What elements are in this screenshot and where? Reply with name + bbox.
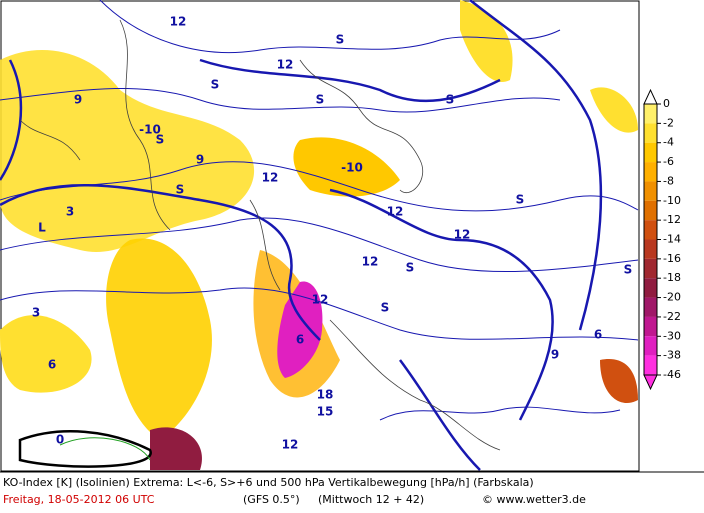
scale-tick-label: -6 bbox=[663, 155, 674, 168]
map-label: S bbox=[624, 263, 633, 277]
map-label: 6 bbox=[48, 358, 56, 372]
field-area bbox=[0, 315, 92, 393]
map-label: 15 bbox=[317, 405, 334, 419]
map-label: 6 bbox=[296, 333, 304, 347]
map-label: 12 bbox=[362, 255, 379, 269]
map-label: -10 bbox=[341, 161, 363, 175]
map-label: 9 bbox=[196, 153, 204, 167]
scale-tick-label: -16 bbox=[663, 252, 681, 265]
scale-tick-label: -20 bbox=[663, 291, 681, 304]
map-label: S bbox=[336, 33, 345, 47]
map-label: S bbox=[406, 261, 415, 275]
color-scale: 0 -2 -4 -6 -8 -10 -12 -14 -16 -18 -20 -22 -30 -38 -46 bbox=[643, 88, 681, 391]
footer-model: (GFS 0.5°) bbox=[243, 493, 300, 506]
map-label: 0 bbox=[56, 433, 64, 447]
field-area bbox=[600, 359, 638, 404]
scale-swatch bbox=[644, 181, 657, 201]
isolines-bold bbox=[0, 0, 603, 471]
map-label: S bbox=[211, 78, 220, 92]
scale-tick-label: -2 bbox=[663, 116, 674, 129]
scale-swatch bbox=[644, 316, 657, 337]
map-label: 12 bbox=[454, 228, 471, 242]
map-label: 12 bbox=[170, 15, 187, 29]
map-label: 12 bbox=[262, 171, 279, 185]
field-area bbox=[150, 427, 202, 470]
scale-swatch bbox=[644, 336, 657, 356]
coastlines bbox=[19, 19, 501, 451]
map-label: 9 bbox=[74, 93, 82, 107]
scale-tick-label: -10 bbox=[663, 194, 681, 207]
field-area bbox=[293, 137, 400, 197]
map-label: S bbox=[156, 133, 165, 147]
scale-swatch bbox=[644, 142, 657, 163]
footer-site: © www.wetter3.de bbox=[482, 493, 586, 506]
field-area bbox=[460, 0, 513, 82]
scale-swatch bbox=[644, 239, 657, 259]
footer-run: (Mittwoch 12 + 42) bbox=[318, 493, 424, 506]
scale-tick-label: -46 bbox=[663, 368, 681, 381]
scale-tick-label: -30 bbox=[663, 329, 681, 342]
map-label: S bbox=[446, 93, 455, 107]
map-label: 6 bbox=[594, 328, 602, 342]
scale-swatch bbox=[644, 200, 657, 221]
scale-swatch bbox=[644, 220, 657, 240]
scale-swatch bbox=[644, 297, 657, 317]
map-label: S bbox=[176, 183, 185, 197]
isoline-zero bbox=[18, 430, 152, 468]
map-label: S bbox=[316, 93, 325, 107]
scale-tick-label: -8 bbox=[663, 174, 674, 187]
map-labels: 12 12 12 12 12 12 12 12 9 9 9 6 6 6 S S S S S S S S S S L 15 18 0 -1… bbox=[32, 15, 633, 452]
map-label: 3 bbox=[66, 205, 74, 219]
scale-tick-label: -4 bbox=[663, 136, 674, 149]
map-label: 12 bbox=[387, 205, 404, 219]
isoline-green bbox=[59, 437, 151, 461]
map-label: 3 bbox=[32, 306, 40, 320]
scale-swatch bbox=[644, 258, 657, 279]
map-label: 12 bbox=[277, 58, 294, 72]
field-area bbox=[590, 87, 638, 133]
scale-tick-label: -14 bbox=[663, 233, 681, 246]
scale-swatch bbox=[644, 355, 657, 375]
map-label: 12 bbox=[282, 438, 299, 452]
map-label: S bbox=[516, 193, 525, 207]
field-area bbox=[277, 281, 323, 378]
map-label: -10 bbox=[139, 123, 161, 137]
field-area bbox=[0, 50, 255, 253]
footer-date: Freitag, 18-05-2012 06 UTC bbox=[3, 493, 155, 506]
map: 12 12 12 12 12 12 12 12 9 9 9 6 6 6 S S S S S S S S S S L 15 18 0 -1… bbox=[0, 0, 640, 472]
footer-description: KO-Index [K] (Isolinien) Extrema: L<-6, … bbox=[3, 476, 534, 489]
scale-swatch bbox=[644, 278, 657, 298]
scale-tick-label: -18 bbox=[663, 271, 681, 284]
map-label: S bbox=[381, 301, 390, 315]
map-label: 12 bbox=[312, 293, 329, 307]
isolines bbox=[0, 0, 639, 421]
scale-swatch bbox=[644, 123, 657, 143]
map-label: 18 bbox=[317, 388, 334, 402]
scale-tick-label: -38 bbox=[663, 349, 681, 362]
scale-tick-label: 0 bbox=[663, 97, 670, 110]
map-label: 9 bbox=[551, 348, 559, 362]
map-label: L bbox=[38, 221, 46, 235]
field-area bbox=[106, 238, 212, 440]
scale-swatch bbox=[644, 162, 657, 182]
scale-tick-label: -22 bbox=[663, 310, 681, 323]
scale-tick-label: -12 bbox=[663, 213, 681, 226]
scale-swatch bbox=[644, 104, 657, 124]
